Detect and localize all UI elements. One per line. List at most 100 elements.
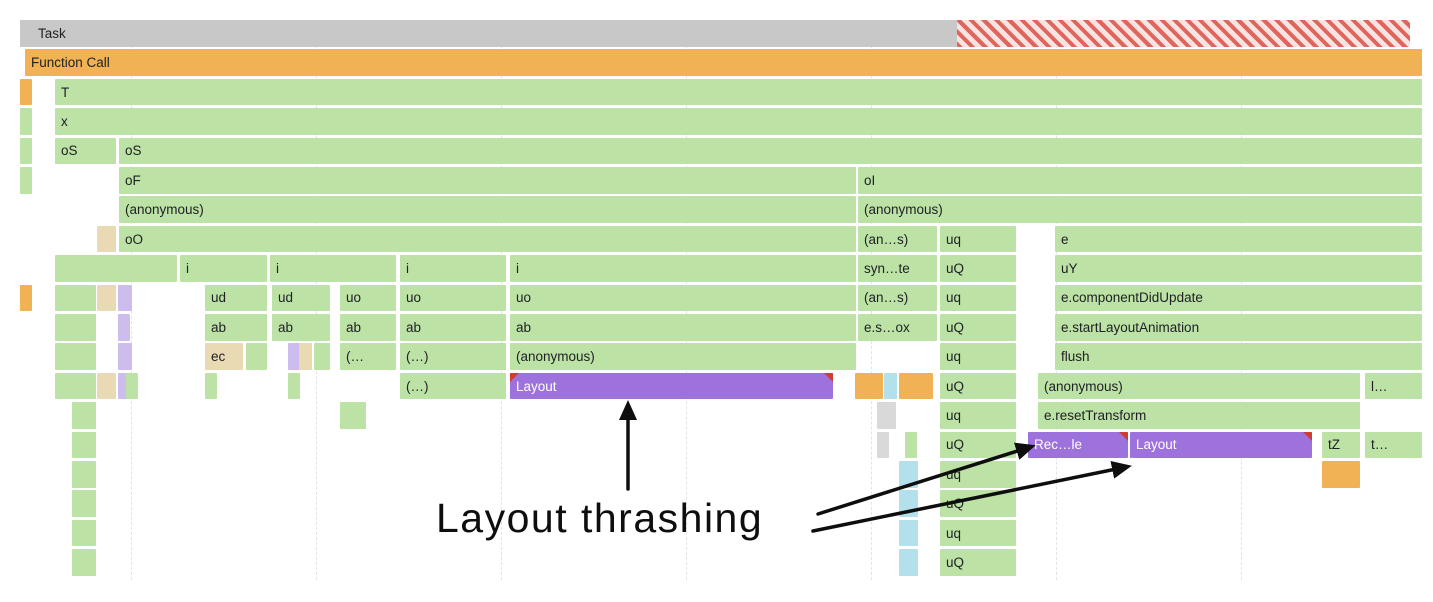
flame-bar[interactable]: (…) (400, 372, 506, 400)
flame-bar-e-componentdidupdate[interactable]: e.componentDidUpdate (1055, 284, 1422, 312)
flame-bar[interactable] (72, 402, 96, 429)
flame-bar[interactable] (97, 225, 116, 253)
flame-bar-i[interactable]: i (510, 255, 856, 282)
flame-bar[interactable] (55, 255, 177, 282)
flame-bar-anonymous[interactable]: (anonymous) (510, 343, 856, 370)
flame-bar[interactable] (899, 519, 918, 547)
flame-bar-ab[interactable]: ab (400, 314, 506, 341)
flame-bar[interactable] (97, 372, 116, 400)
flame-bar-uq[interactable]: uQ (940, 314, 1016, 341)
flame-bar-an-s[interactable]: (an…s) (858, 225, 937, 253)
flame-bar[interactable] (20, 167, 32, 194)
flame-bar-an-s[interactable]: (an…s) (858, 284, 937, 312)
flame-bar-x[interactable]: x (55, 108, 1422, 135)
flame-bar[interactable] (957, 20, 1410, 47)
flame-bar-os[interactable]: oS (119, 137, 1422, 165)
flame-bar-os[interactable]: oS (55, 137, 116, 165)
flame-bar-ud[interactable]: ud (272, 284, 330, 312)
flame-bar-uq[interactable]: uq (940, 519, 1016, 547)
flame-bar[interactable] (118, 343, 132, 370)
flame-bar-anonymous[interactable]: (anonymous) (119, 196, 856, 223)
flame-bar[interactable] (55, 343, 96, 370)
flame-bar-layout[interactable]: Layout (1130, 431, 1312, 459)
flame-bar[interactable] (118, 314, 130, 341)
flame-bar[interactable] (20, 108, 32, 135)
flame-bar[interactable] (899, 461, 918, 488)
flame-bar[interactable] (855, 372, 883, 400)
flame-bar[interactable] (72, 549, 96, 576)
flame-bar-i[interactable]: i (270, 255, 396, 282)
flame-bar-task[interactable]: Task (20, 20, 957, 47)
flame-bar-e-startlayoutanimation[interactable]: e.startLayoutAnimation (1055, 314, 1422, 341)
flame-bar-e-s-ox[interactable]: e.s…ox (858, 314, 937, 341)
flame-bar-ab[interactable]: ab (510, 314, 856, 341)
flame-bar[interactable] (55, 314, 96, 341)
flame-bar[interactable] (884, 372, 897, 400)
flame-bar-uo[interactable]: uo (510, 284, 856, 312)
flame-bar-uq[interactable]: uq (940, 225, 1016, 253)
flame-bar[interactable] (205, 372, 217, 400)
flame-bar[interactable] (314, 343, 330, 370)
flame-bar-syn-te[interactable]: syn…te (858, 255, 937, 282)
flame-bar[interactable]: (… (340, 343, 396, 370)
flame-bar-ab[interactable]: ab (340, 314, 396, 341)
flame-bar-ab[interactable]: ab (205, 314, 267, 341)
flame-bar-t[interactable]: t… (1365, 431, 1422, 459)
flame-bar-ab[interactable]: ab (272, 314, 330, 341)
flame-bar[interactable] (72, 490, 96, 517)
flame-bar[interactable] (246, 343, 267, 370)
flame-bar[interactable] (55, 284, 96, 312)
flame-bar-of[interactable]: oF (119, 167, 856, 194)
flame-bar-uq[interactable]: uQ (940, 255, 1016, 282)
flame-bar-uy[interactable]: uY (1055, 255, 1422, 282)
flame-bar-i[interactable]: i (400, 255, 506, 282)
flame-bar[interactable] (72, 461, 96, 488)
flame-bar[interactable] (20, 137, 32, 165)
flame-bar-uq[interactable]: uQ (940, 372, 1016, 400)
flame-bar-i[interactable]: i (180, 255, 267, 282)
flame-bar-uo[interactable]: uo (340, 284, 396, 312)
flame-bar[interactable] (72, 519, 96, 547)
flame-bar[interactable] (126, 372, 138, 400)
flame-bar-oi[interactable]: oI (858, 167, 1422, 194)
flame-bar-layout[interactable]: Layout (510, 372, 833, 400)
flame-bar[interactable] (884, 402, 896, 429)
flame-bar[interactable] (288, 343, 300, 370)
flame-bar-uq[interactable]: uQ (940, 431, 1016, 459)
flame-bar[interactable] (877, 431, 889, 459)
flame-bar-ud[interactable]: ud (205, 284, 267, 312)
flame-bar[interactable] (20, 78, 32, 106)
flame-bar-uq[interactable]: uq (940, 461, 1016, 488)
flame-bar-ec[interactable]: ec (205, 343, 243, 370)
flame-bar[interactable] (905, 431, 917, 459)
flame-bar[interactable] (1322, 461, 1360, 488)
flame-bar-anonymous[interactable]: (anonymous) (858, 196, 1422, 223)
flame-bar[interactable] (899, 490, 918, 517)
flame-bar[interactable] (72, 431, 96, 459)
flame-bar-e[interactable]: e (1055, 225, 1422, 253)
flame-bar-flush[interactable]: flush (1055, 343, 1422, 370)
flame-bar[interactable] (55, 372, 96, 400)
flame-bar[interactable] (899, 372, 933, 400)
flame-bar-uq[interactable]: uQ (940, 490, 1016, 517)
flame-bar-anonymous[interactable]: (anonymous) (1038, 372, 1360, 400)
flame-bar-oo[interactable]: oO (119, 225, 856, 253)
flame-bar[interactable] (97, 284, 116, 312)
flame-bar[interactable] (20, 284, 32, 312)
flame-bar[interactable] (340, 402, 366, 429)
flame-bar-rec-le[interactable]: Rec…le (1028, 431, 1128, 459)
flame-bar-uo[interactable]: uo (400, 284, 506, 312)
flame-bar-tz[interactable]: tZ (1322, 431, 1360, 459)
flame-bar[interactable] (299, 343, 312, 370)
flame-bar[interactable] (899, 549, 918, 576)
flame-bar-t[interactable]: T (55, 78, 1422, 106)
flame-bar-e-resettransform[interactable]: e.resetTransform (1038, 402, 1360, 429)
flame-bar-uq[interactable]: uq (940, 343, 1016, 370)
flame-bar-uq[interactable]: uq (940, 402, 1016, 429)
flame-bar[interactable] (288, 372, 300, 400)
flame-bar-function-call[interactable]: Function Call (25, 49, 1422, 76)
flame-bar-uq[interactable]: uQ (940, 549, 1016, 576)
flame-bar[interactable]: (…) (400, 343, 506, 370)
flame-bar[interactable] (118, 284, 132, 312)
flame-bar-l[interactable]: l… (1365, 372, 1422, 400)
